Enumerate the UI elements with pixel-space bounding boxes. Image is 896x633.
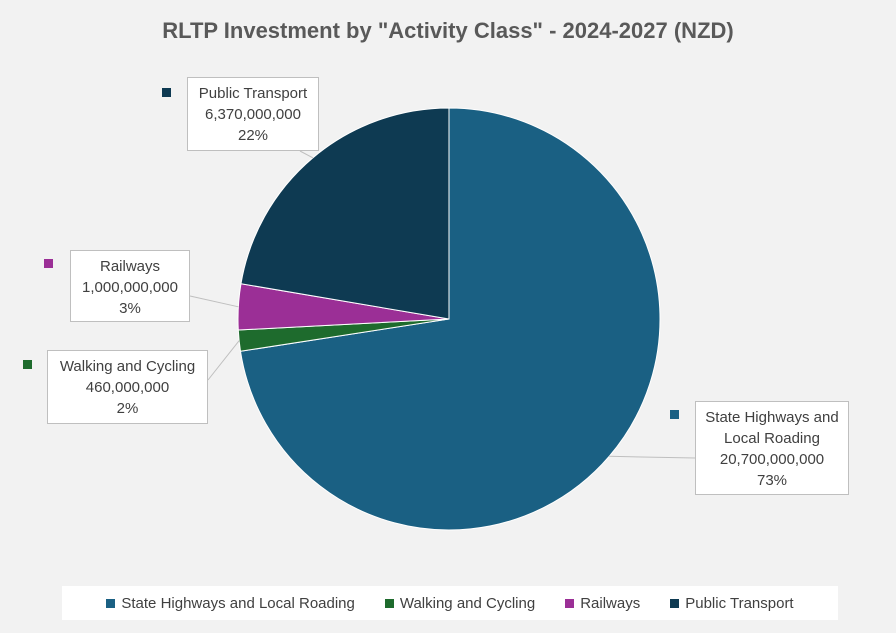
label-public-transport-pct: 22%	[237, 127, 269, 144]
label-public-transport-name: Public Transport	[198, 85, 308, 102]
label-public-transport-value: 6,370,000,000	[205, 106, 301, 123]
legend-item-walking-cycling: Walking and Cycling	[384, 594, 536, 612]
legend: State Highways and Local Roading Walking…	[62, 586, 838, 620]
label-walking-cycling-name: Walking and Cycling	[59, 358, 196, 375]
label-public-transport-swatch	[162, 88, 171, 97]
legend-item-public-transport: Public Transport	[670, 594, 794, 612]
label-walking-cycling: Walking and Cycling 460,000,000 2%	[47, 350, 208, 424]
legend-label-railways: Railways	[580, 594, 641, 612]
label-railways-pct: 3%	[119, 300, 141, 317]
label-state-highways-swatch	[670, 410, 679, 419]
label-state-highways: State Highways and Local Roading 20,700,…	[695, 401, 849, 495]
label-state-highways-name2: Local Roading	[724, 430, 820, 447]
label-state-highways-value: 20,700,000,000	[719, 451, 825, 468]
legend-swatch-railways	[565, 598, 575, 608]
legend-label-public-transport: Public Transport	[685, 594, 794, 612]
label-state-highways-pct: 73%	[756, 472, 788, 489]
legend-item-railways: Railways	[565, 595, 640, 612]
legend-swatch-state-highways	[106, 598, 116, 608]
legend-label-walking-cycling: Walking and Cycling	[399, 594, 536, 612]
label-walking-cycling-value: 460,000,000	[85, 379, 170, 396]
label-railways-value: 1,000,000,000	[82, 279, 178, 296]
label-state-highways-name1: State Highways and	[705, 409, 839, 426]
label-railways-swatch	[44, 259, 53, 268]
label-walking-cycling-pct: 2%	[116, 400, 139, 417]
label-public-transport: Public Transport 6,370,000,000 22%	[187, 77, 319, 151]
legend-swatch-walking-cycling	[384, 598, 394, 608]
label-railways-name: Railways	[99, 258, 160, 275]
leader-railways	[189, 295, 239, 308]
chart-title: RLTP Investment by "Activity Class" - 20…	[162, 18, 734, 43]
label-railways: Railways 1,000,000,000 3%	[70, 250, 190, 322]
label-walking-cycling-swatch	[23, 360, 32, 369]
legend-item-state-highways: State Highways and Local Roading	[106, 594, 355, 612]
slice-public-transport	[240, 107, 450, 320]
legend-label-state-highways: State Highways and Local Roading	[121, 594, 355, 612]
leader-walking-cycling	[207, 340, 240, 381]
leader-state-highways	[609, 455, 696, 459]
legend-swatch-public-transport	[670, 598, 680, 608]
leader-public-transport	[299, 150, 314, 159]
